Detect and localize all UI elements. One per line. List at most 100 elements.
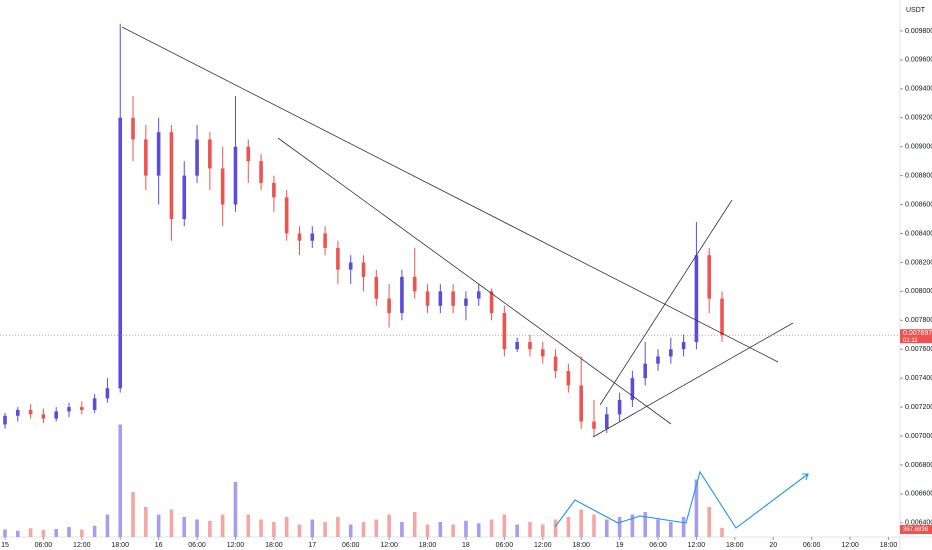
- volume-bar: [259, 519, 263, 537]
- volume-bar: [412, 512, 417, 537]
- trend-line: [121, 26, 779, 363]
- time-tick-label: 12:00: [227, 542, 245, 549]
- price-tick-label: 0.007000: [905, 433, 932, 440]
- time-tick-label: 18:00: [419, 542, 437, 549]
- volume-bar: [361, 522, 366, 537]
- price-tick-label: 0.009800: [905, 28, 932, 35]
- candle-body: [425, 291, 430, 306]
- time-tick-label: 16: [155, 542, 163, 549]
- volume-bar: [374, 519, 379, 537]
- candle-body: [310, 233, 315, 241]
- candle-body: [540, 349, 545, 357]
- candle-body: [80, 407, 84, 410]
- time-tick-label: 06:00: [803, 542, 821, 549]
- drawings: [121, 26, 809, 529]
- price-tick-label: 0.009200: [905, 115, 932, 122]
- volume-bar: [656, 519, 660, 537]
- candle-body: [656, 356, 660, 364]
- price-tick-label: 0.008800: [905, 172, 932, 179]
- candle-body: [297, 233, 302, 241]
- volume-bar: [425, 524, 430, 537]
- price-tick-label: 0.007800: [905, 317, 932, 324]
- candle-body: [489, 291, 494, 314]
- time-tick-label: 06:00: [342, 542, 360, 549]
- candle-body: [348, 262, 353, 270]
- volume-bar: [451, 524, 455, 537]
- candle-body: [412, 276, 417, 292]
- candle-body: [464, 298, 468, 306]
- candle-body: [643, 363, 647, 379]
- candle-body: [220, 168, 225, 205]
- candle-body: [233, 146, 238, 205]
- candle-body: [694, 255, 699, 342]
- volume-bar: [169, 509, 174, 537]
- candle-body: [246, 146, 251, 162]
- volume-bar: [515, 524, 519, 537]
- candle-body: [630, 378, 635, 400]
- arrow-path: [554, 470, 809, 529]
- candle-body: [374, 276, 379, 299]
- volume-bar: [54, 529, 59, 537]
- candle-body: [617, 399, 622, 415]
- volume-bar: [156, 514, 161, 537]
- candle-body: [476, 291, 481, 299]
- candle-body: [272, 182, 276, 198]
- volume-bar: [220, 514, 225, 537]
- volume-bar: [617, 517, 622, 537]
- candle-body: [259, 161, 263, 183]
- volume-bar: [669, 522, 673, 537]
- candle-body: [169, 132, 174, 220]
- time-tick-label: 12:00: [534, 542, 552, 549]
- volume-bar: [707, 507, 712, 537]
- currency-label: USDT: [906, 7, 926, 14]
- candle-body: [284, 197, 289, 234]
- price-tick-label: 0.009600: [905, 57, 932, 64]
- price-tick-label: 0.008000: [905, 288, 932, 295]
- volume-bar: [310, 519, 315, 537]
- last-price-box: [900, 329, 932, 344]
- candle-body: [387, 298, 391, 314]
- volume-bar: [681, 517, 686, 537]
- time-tick-label: 06:00: [188, 542, 206, 549]
- price-tick-label: 0.006400: [905, 520, 932, 527]
- time-tick-label: 15: [1, 542, 9, 549]
- candle-body: [105, 388, 110, 399]
- volume-bar: [131, 492, 135, 537]
- volume-bar: [694, 479, 699, 537]
- volume-bar: [720, 527, 724, 537]
- volume-bar: [92, 525, 97, 537]
- trend-line: [277, 137, 672, 425]
- volume-bar: [284, 517, 289, 537]
- volume-bar: [502, 514, 507, 537]
- trend-line: [592, 322, 794, 438]
- time-tick-label: 18:00: [111, 542, 129, 549]
- volume-bar: [208, 520, 212, 537]
- volume-bar: [566, 517, 571, 537]
- volume-bar: [233, 482, 238, 537]
- time-tick-label: 18:00: [726, 542, 744, 549]
- price-tick-label: 0.007200: [905, 404, 932, 411]
- candle-body: [604, 414, 609, 429]
- last-volume-box: [900, 525, 932, 534]
- time-tick-label: 12:00: [73, 542, 91, 549]
- candle-body: [156, 132, 161, 176]
- volume-bar: [105, 514, 110, 537]
- candle-body: [669, 349, 673, 357]
- price-tick-label: 0.007600: [905, 346, 932, 353]
- candle-body: [566, 370, 571, 386]
- candle-body: [400, 276, 404, 314]
- price-tick-label: 0.006800: [905, 462, 932, 469]
- candle-body: [707, 255, 712, 299]
- price-tick-label: 0.007400: [905, 375, 932, 382]
- time-tick-label: 19: [616, 542, 624, 549]
- candle-body: [336, 247, 340, 270]
- volume-bar: [195, 519, 199, 537]
- price-tick-label: 0.008600: [905, 201, 932, 208]
- volume-bar: [528, 522, 532, 537]
- volume-bar: [272, 522, 276, 537]
- volume-bar: [540, 524, 545, 537]
- candle-body: [553, 356, 558, 371]
- last-volume-label: 367.6838: [903, 527, 929, 533]
- candle-body: [579, 385, 583, 422]
- candle-body: [15, 409, 20, 416]
